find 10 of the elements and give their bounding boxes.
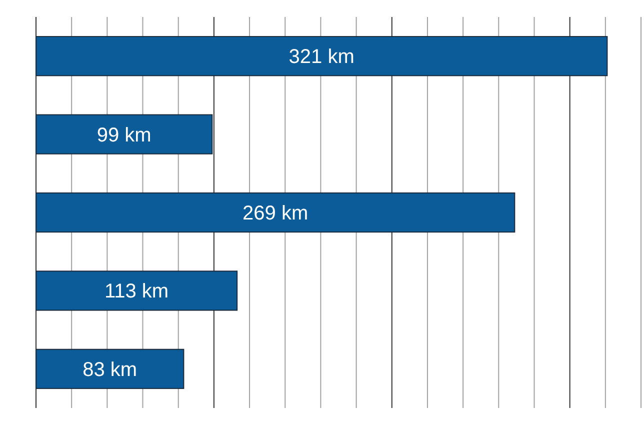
- bar: [36, 192, 516, 233]
- bar: [36, 36, 608, 76]
- data-label: 113 km: [104, 280, 169, 303]
- bar: [36, 114, 213, 154]
- data-label: 321 km: [288, 46, 354, 68]
- data-label: 83 km: [82, 358, 138, 381]
- data-label: 99 km: [96, 124, 152, 146]
- data-label: 269 km: [242, 202, 308, 224]
- bar: [36, 348, 184, 389]
- bar: [36, 270, 238, 311]
